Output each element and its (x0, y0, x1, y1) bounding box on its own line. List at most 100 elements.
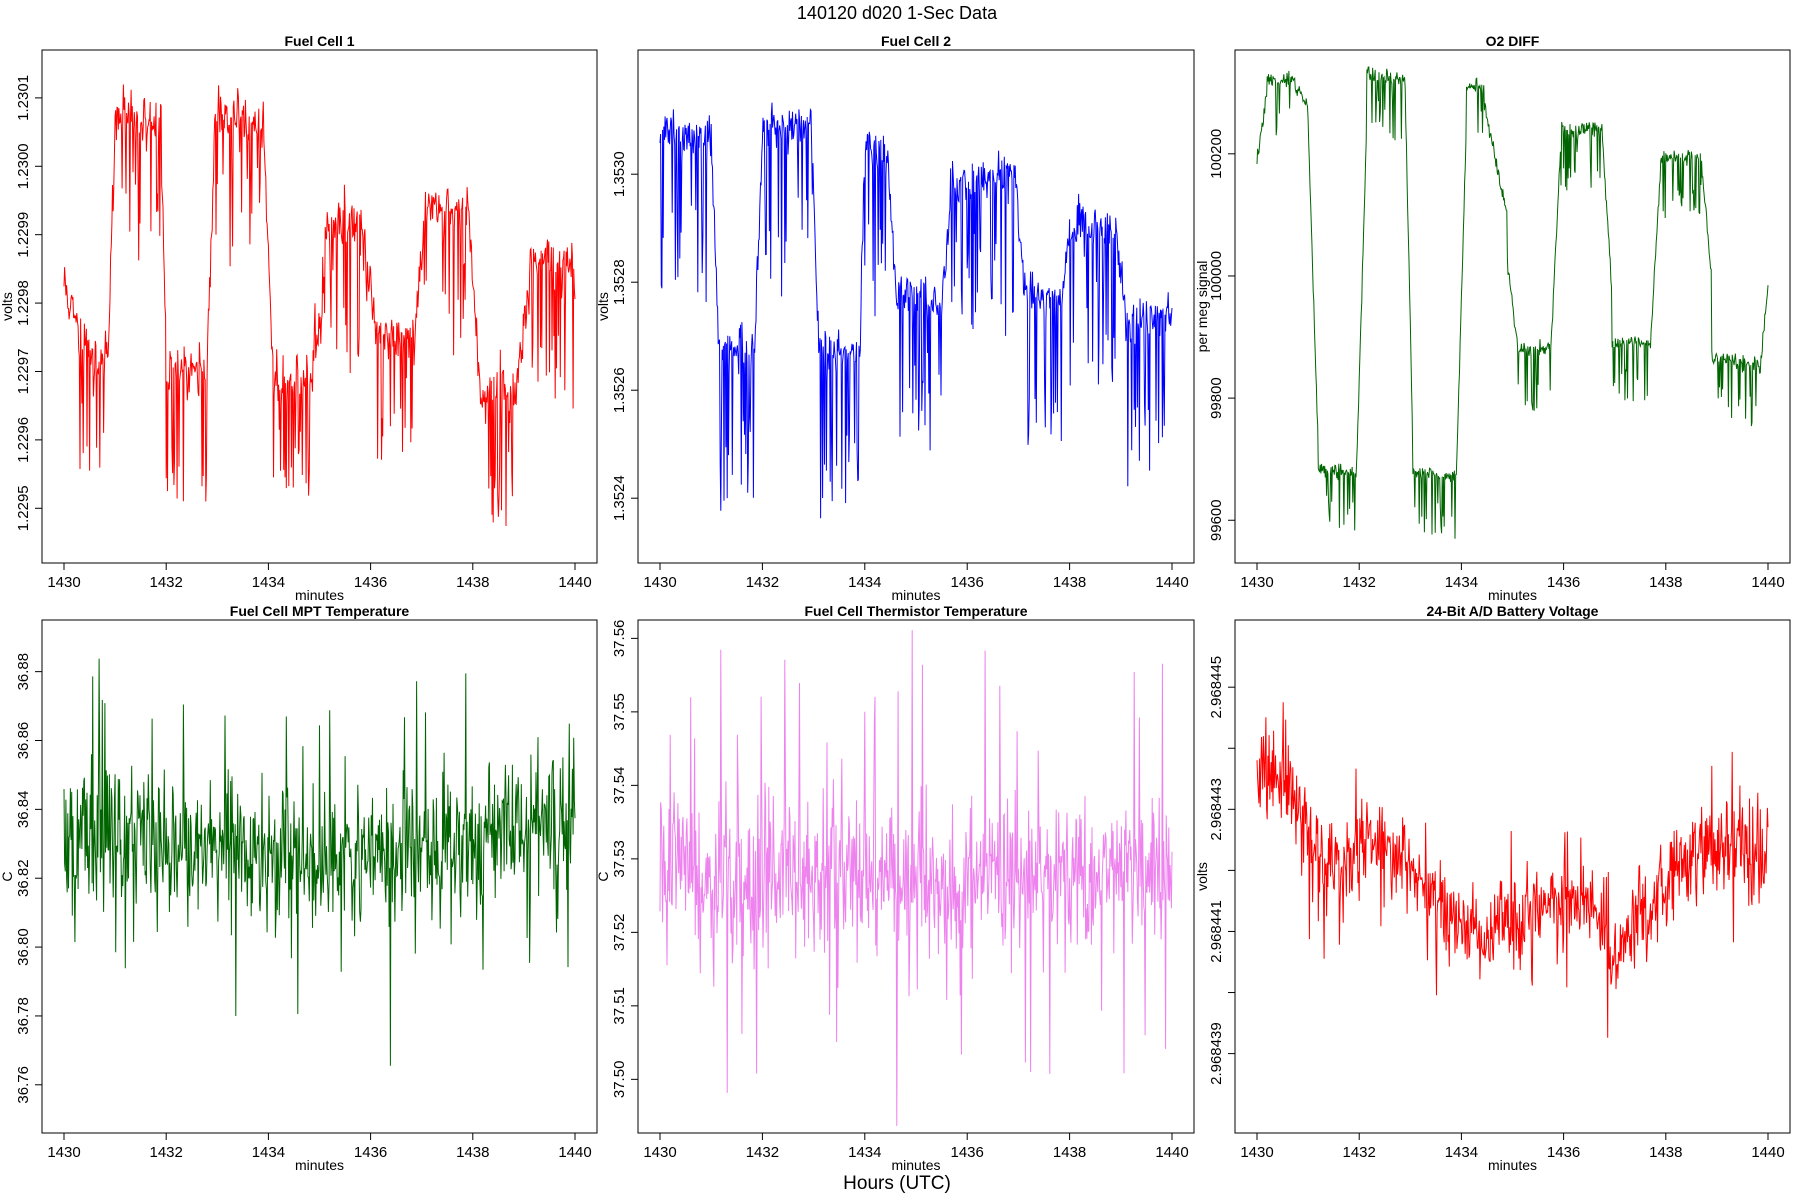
x-axis-label: minutes (295, 1157, 344, 1173)
x-tick-label: 1436 (1547, 574, 1580, 591)
y-tick-label: 36.82 (15, 859, 32, 897)
x-tick-label: 1432 (1343, 574, 1376, 591)
y-axis-label: volts (595, 292, 611, 321)
x-tick-label: 1436 (354, 1144, 387, 1161)
y-tick-label: 2.968439 (1208, 1022, 1225, 1085)
x-axis-label: minutes (1488, 587, 1537, 603)
panel-title: Fuel Cell Thermistor Temperature (804, 603, 1027, 619)
y-tick-label: 2.968443 (1208, 778, 1225, 841)
y-tick-label: 37.50 (611, 1061, 628, 1099)
x-tick-label: 1440 (1155, 1144, 1188, 1161)
chart-panel: O2 DIFF 1430 1432 1434 1436 1438 1440 minutes 99… (1194, 33, 1791, 603)
chart-panel: Fuel Cell MPT Temperature 1430 1432 1434 143… (0, 603, 598, 1173)
figure-xlabel: Hours (UTC) (843, 1173, 951, 1194)
y-tick-label: 100000 (1208, 251, 1225, 301)
y-tick-label: 2.968441 (1208, 900, 1225, 963)
panel-title: Fuel Cell 1 (284, 33, 354, 49)
panel-title: O2 DIFF (1486, 33, 1540, 49)
x-tick-label: 1440 (1751, 1144, 1784, 1161)
x-tick-label: 1430 (1240, 1144, 1273, 1161)
y-tick-label: 36.88 (15, 653, 32, 691)
x-tick-label: 1434 (252, 574, 285, 591)
x-tick-label: 1440 (1155, 574, 1188, 591)
x-tick-label: 1440 (558, 574, 591, 591)
y-axis-label: per meg signal (1194, 261, 1210, 353)
y-tick-label: 37.52 (611, 914, 628, 952)
x-tick-label: 1430 (1240, 574, 1273, 591)
x-tick-label: 1434 (848, 574, 881, 591)
x-tick-label: 1430 (47, 574, 80, 591)
y-tick-label: 1.2295 (15, 485, 32, 531)
x-tick-label: 1434 (848, 1144, 881, 1161)
y-axis-label: volts (1194, 862, 1210, 891)
panel-title: 24-Bit A/D Battery Voltage (1427, 603, 1599, 619)
y-tick-label: 1.2299 (15, 212, 32, 258)
x-tick-label: 1430 (47, 1144, 80, 1161)
x-tick-label: 1430 (643, 1144, 676, 1161)
x-tick-label: 1438 (1649, 574, 1682, 591)
x-tick-label: 1436 (354, 574, 387, 591)
y-tick-label: 36.78 (15, 997, 32, 1035)
series-line (1256, 702, 1769, 1038)
y-tick-label: 37.55 (611, 693, 628, 731)
series-line (1256, 66, 1769, 539)
y-tick-label: 100200 (1208, 129, 1225, 179)
y-tick-label: 37.51 (611, 987, 628, 1025)
x-tick-label: 1440 (558, 1144, 591, 1161)
y-tick-label: 1.2296 (15, 417, 32, 463)
x-tick-label: 1434 (1445, 1144, 1478, 1161)
y-tick-label: 1.3524 (611, 475, 628, 521)
x-tick-label: 1432 (150, 574, 183, 591)
y-axis-label: C (0, 871, 15, 881)
x-tick-label: 1432 (1343, 1144, 1376, 1161)
x-tick-label: 1436 (1547, 1144, 1580, 1161)
x-tick-label: 1436 (951, 574, 984, 591)
y-tick-label: 37.53 (611, 840, 628, 878)
y-axis-label: C (595, 871, 611, 881)
y-tick-label: 99800 (1208, 377, 1225, 419)
y-tick-label: 1.3528 (611, 259, 628, 305)
x-tick-label: 1438 (1649, 1144, 1682, 1161)
x-tick-label: 1438 (1053, 1144, 1086, 1161)
x-tick-label: 1432 (746, 1144, 779, 1161)
y-tick-label: 1.3526 (611, 367, 628, 413)
x-axis-label: minutes (891, 1157, 940, 1173)
x-axis-label: minutes (1488, 1157, 1537, 1173)
y-tick-label: 37.54 (611, 767, 628, 805)
y-tick-label: 1.2300 (15, 143, 32, 189)
y-tick-label: 2.968445 (1208, 656, 1225, 719)
y-tick-label: 1.2301 (15, 75, 32, 121)
chart-panel: 24-Bit A/D Battery Voltage 1430 1432 1434 14… (1194, 603, 1791, 1173)
x-tick-label: 1434 (252, 1144, 285, 1161)
x-axis-label: minutes (295, 587, 344, 603)
series-line (63, 658, 576, 1066)
y-axis-label: volts (0, 292, 15, 321)
x-tick-label: 1430 (643, 574, 676, 591)
x-tick-label: 1432 (150, 1144, 183, 1161)
x-axis-label: minutes (891, 587, 940, 603)
y-tick-label: 1.3530 (611, 151, 628, 197)
y-tick-label: 99600 (1208, 499, 1225, 541)
series-line (63, 84, 576, 527)
x-tick-label: 1438 (1053, 574, 1086, 591)
y-tick-label: 36.86 (15, 722, 32, 760)
series-line (659, 630, 1173, 1126)
figure-title: 140120 d020 1-Sec Data (797, 3, 998, 23)
y-tick-label: 36.80 (15, 928, 32, 966)
y-tick-label: 36.84 (15, 791, 32, 829)
chart-panel: Fuel Cell Thermistor Temperature 1430 1432… (595, 603, 1195, 1173)
panel-title: Fuel Cell 2 (881, 33, 951, 49)
x-tick-label: 1440 (1751, 574, 1784, 591)
x-tick-label: 1432 (746, 574, 779, 591)
series-line (659, 102, 1173, 519)
x-tick-label: 1436 (951, 1144, 984, 1161)
chart-panel: Fuel Cell 2 1430 1432 1434 1436 1438 1440 minut… (595, 33, 1195, 603)
y-tick-label: 1.2298 (15, 280, 32, 326)
x-tick-label: 1438 (456, 574, 489, 591)
y-tick-label: 1.2297 (15, 349, 32, 395)
y-tick-label: 36.76 (15, 1066, 32, 1104)
x-tick-label: 1434 (1445, 574, 1478, 591)
y-tick-label: 37.56 (611, 620, 628, 658)
chart-panel: Fuel Cell 1 1430 1432 1434 1436 1438 1440 minut… (0, 33, 598, 603)
